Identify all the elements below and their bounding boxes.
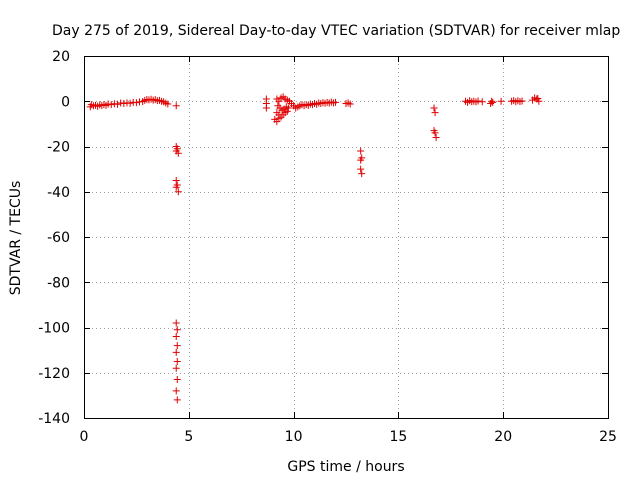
data-point [332,98,340,106]
data-point [174,149,182,157]
data-point [172,364,180,372]
data-point [358,170,366,178]
data-point [518,97,526,105]
data-point [478,98,486,106]
y-tick-label: 20 [52,49,70,65]
data-point [164,100,172,108]
data-point [431,109,439,117]
data-point [488,97,496,105]
data-point [275,114,283,122]
data-point [172,333,180,341]
data-point [172,319,180,327]
data-point [284,104,292,112]
x-tick-label: 10 [285,429,303,445]
data-point [172,387,180,395]
data-point [173,357,181,365]
x-tick-label: 0 [80,429,89,445]
data-point [172,176,180,184]
y-tick-label: -40 [47,185,70,201]
x-tick-labels: 0 5 10 15 20 25 [80,429,617,445]
data-point [107,101,115,109]
data-point [172,183,180,191]
grid [84,56,608,418]
data-point [357,147,365,155]
data-point [358,154,366,162]
y-tick-label: -100 [38,321,70,337]
axis-ticks [84,56,609,419]
data-point [173,342,181,350]
data-point [174,188,182,196]
data-point [489,98,497,106]
y-tick-labels: 20 0 -20 -40 -60 -80 -100 -120 -140 [38,49,70,427]
x-tick-label: 5 [184,429,193,445]
x-tick-label: 20 [494,429,512,445]
data-point [357,165,365,173]
chart-title: Day 275 of 2019, Sidereal Day-to-day VTE… [52,23,620,39]
data-point [497,97,505,105]
data-point [126,99,134,107]
data-point [432,133,440,141]
data-point [430,104,438,112]
data-point [173,145,181,153]
data-point [120,100,128,108]
y-tick-label: -80 [47,275,70,291]
data-point [262,104,270,112]
data-point [114,100,122,108]
y-tick-label: -20 [47,140,70,156]
x-tick-label: 25 [599,429,617,445]
y-tick-label: -140 [38,411,70,427]
data-point [534,95,542,103]
y-tick-label: 0 [61,94,70,110]
data-point [431,129,439,137]
data-point [132,99,140,107]
plot-frame [84,56,609,419]
data-point [172,102,180,110]
y-axis-label: SDTVAR / TECUs [8,181,24,296]
y-tick-label: -120 [38,366,70,382]
data-point [474,97,482,105]
data-point [173,376,181,384]
data-point [172,348,180,356]
data-point [104,100,112,108]
data-point [173,396,181,404]
data-point [173,326,181,334]
data-point [283,107,291,115]
x-tick-label: 15 [389,429,407,445]
data-point [346,100,354,108]
data-points [86,93,543,404]
x-axis-label: GPS time / hours [287,459,404,475]
y-tick-label: -60 [47,230,70,246]
